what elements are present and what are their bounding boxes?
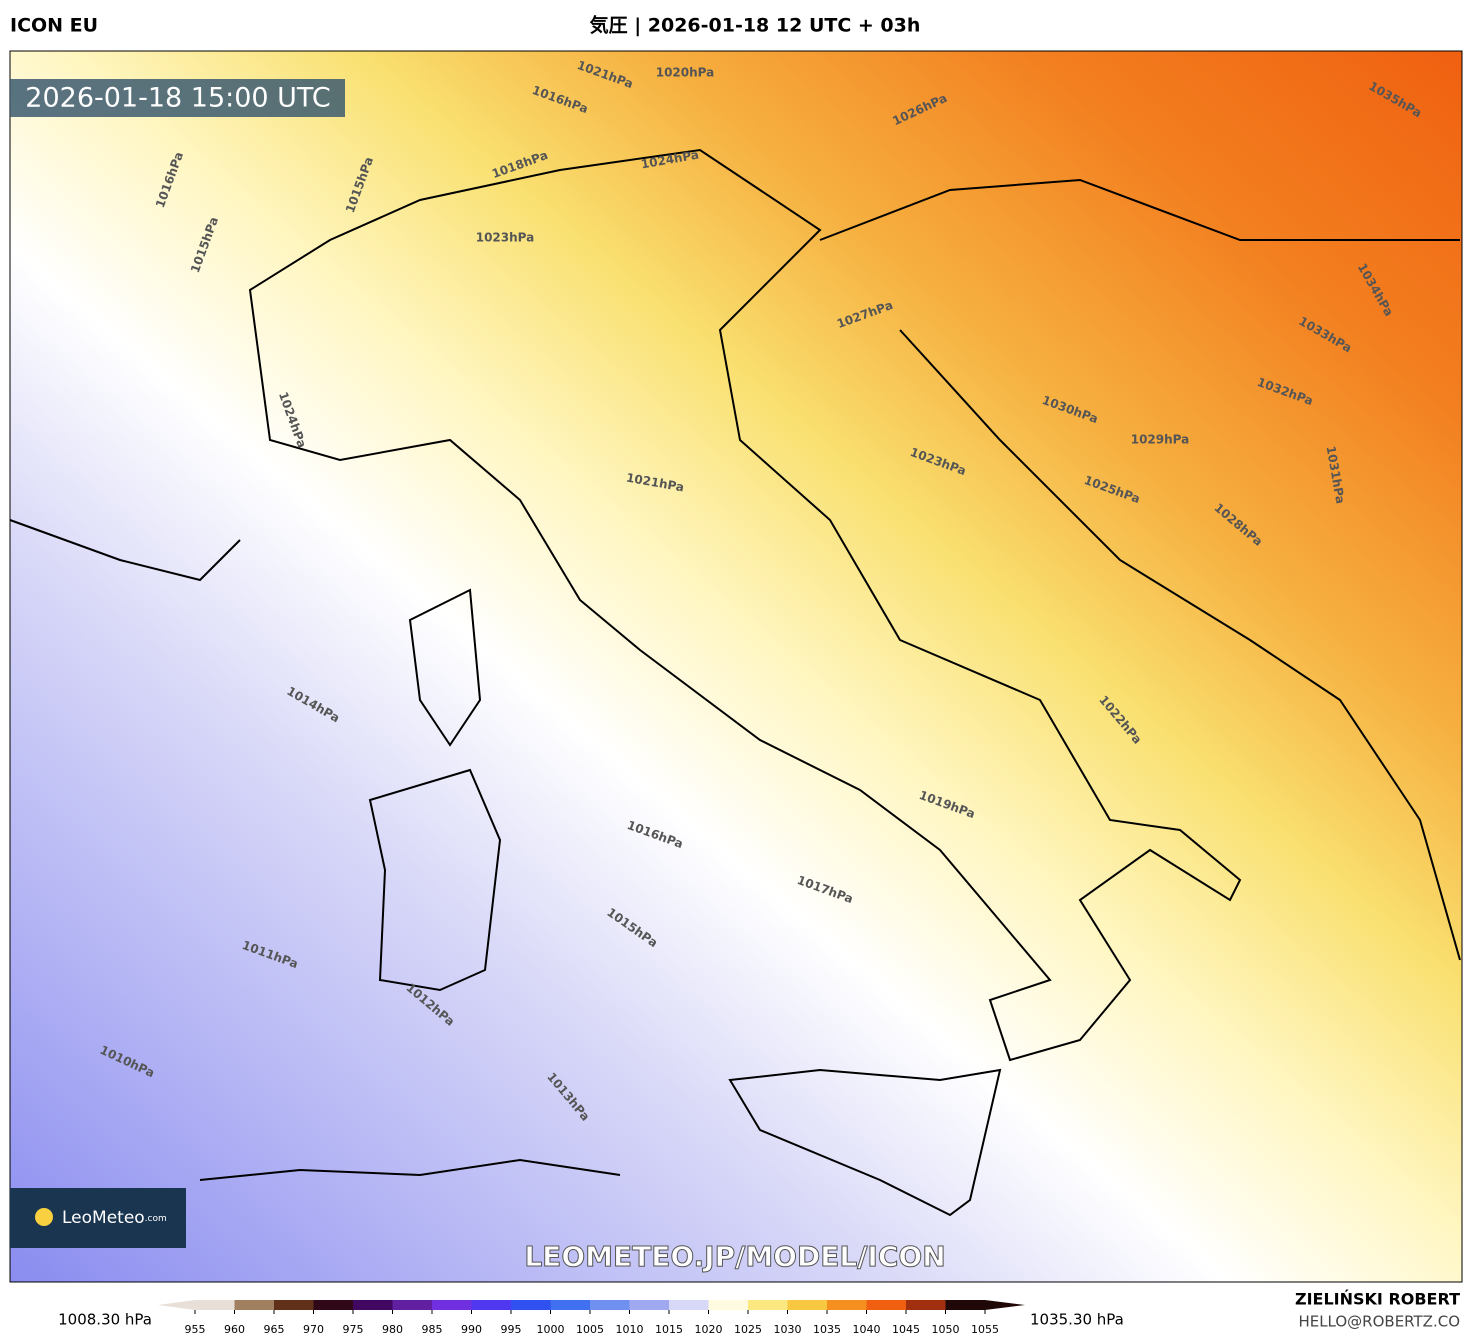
isobar-label: 1020hPa	[656, 66, 715, 80]
colorbar-segment	[471, 1300, 511, 1310]
colorbar-tick-label: 1055	[971, 1323, 999, 1336]
isobar-label: 1023hPa	[476, 231, 535, 245]
colorbar-segment	[669, 1300, 709, 1310]
colorbar-segment	[906, 1300, 946, 1310]
colorbar-segment	[234, 1300, 274, 1310]
model-name: ICON EU	[10, 15, 98, 37]
colorbar-segment	[787, 1300, 827, 1310]
colorbar-tick-label: 1015	[655, 1323, 683, 1336]
colorbar-tick-label: 1000	[537, 1323, 565, 1336]
colorbar-tick-label: 990	[461, 1323, 482, 1336]
colorbar-tick-label: 1010	[616, 1323, 644, 1336]
colorbar-segment	[432, 1300, 472, 1310]
colorbar-segment	[708, 1300, 748, 1310]
colorbar-segment	[511, 1300, 551, 1310]
map-title: 気圧 | 2026-01-18 12 UTC + 03h	[590, 14, 921, 37]
colorbar-arrow-left	[158, 1300, 195, 1310]
colorbar-segment	[590, 1300, 630, 1310]
colorbar-tick-label: 975	[343, 1323, 364, 1336]
colorbar-tick-label: 1040	[853, 1323, 881, 1336]
credit-author: ZIELIŃSKI ROBERT	[1295, 1290, 1460, 1309]
logo: LeoMeteo.com	[62, 1208, 167, 1228]
isobar-label: 1029hPa	[1131, 433, 1190, 447]
colorbar-tick-label: 960	[224, 1323, 245, 1336]
coastline-sardinia	[368, 768, 502, 992]
colorbar-segment	[195, 1300, 235, 1310]
watermark: LEOMETEO.JP/MODEL/ICON	[524, 1240, 945, 1273]
colorbar-segment	[945, 1300, 985, 1310]
credit-contact: HELLO@ROBERTZ.CO	[1298, 1313, 1460, 1331]
colorbar-segment	[313, 1300, 353, 1310]
colorbar-tick-label: 1050	[932, 1323, 960, 1336]
colorbar-segment	[353, 1300, 393, 1310]
colorbar-tick-label: 985	[422, 1323, 443, 1336]
colorbar-segment	[274, 1300, 314, 1310]
logo-name: LeoMeteo	[62, 1208, 145, 1228]
coastline-other	[9, 178, 1461, 1181]
colorbar-tick-label: 995	[501, 1323, 522, 1336]
logo-sun	[35, 1208, 53, 1226]
colorbar-segment	[866, 1300, 906, 1310]
colorbar-tick-label: 1020	[695, 1323, 723, 1336]
colorbar-segment	[629, 1300, 669, 1310]
colorbar-tick-label: 965	[264, 1323, 285, 1336]
map: 2026-01-18 15:00 UTC LeoMeteo.com LEOMET…	[9, 50, 1463, 1283]
coastline-corsica	[408, 588, 482, 747]
colorbar-segment	[827, 1300, 867, 1310]
colorbar: 955 960 965 970 975 980 985 990 995 1000 1005 1010 1…	[158, 1300, 1025, 1336]
colorbar-tick-label: 980	[382, 1323, 403, 1336]
colorbar-max: 1035.30 hPa	[1030, 1311, 1124, 1329]
timestamp-box	[10, 79, 345, 117]
colorbar-tick-label: 1045	[892, 1323, 920, 1336]
coastline-italy	[248, 148, 1242, 1062]
logo-suffix: .com	[145, 1214, 167, 1224]
colorbar-segment	[748, 1300, 788, 1310]
colorbar-tick-label: 955	[185, 1323, 206, 1336]
colorbar-arrow-right	[985, 1300, 1025, 1310]
colorbar-tick-label: 1030	[774, 1323, 802, 1336]
colorbar-min: 1008.30 hPa	[58, 1311, 152, 1329]
colorbar-tick-label: 1005	[576, 1323, 604, 1336]
map-frame	[9, 50, 1463, 1283]
coastline-sicily	[728, 1068, 1002, 1217]
timestamp: 2026-01-18 15:00 UTC	[25, 83, 330, 114]
colorbar-segment	[550, 1300, 590, 1310]
colorbar-tick-label: 970	[303, 1323, 324, 1336]
colorbar-tick-label: 1035	[813, 1323, 841, 1336]
colorbar-segment	[392, 1300, 432, 1310]
colorbar-tick-label: 1025	[734, 1323, 762, 1336]
